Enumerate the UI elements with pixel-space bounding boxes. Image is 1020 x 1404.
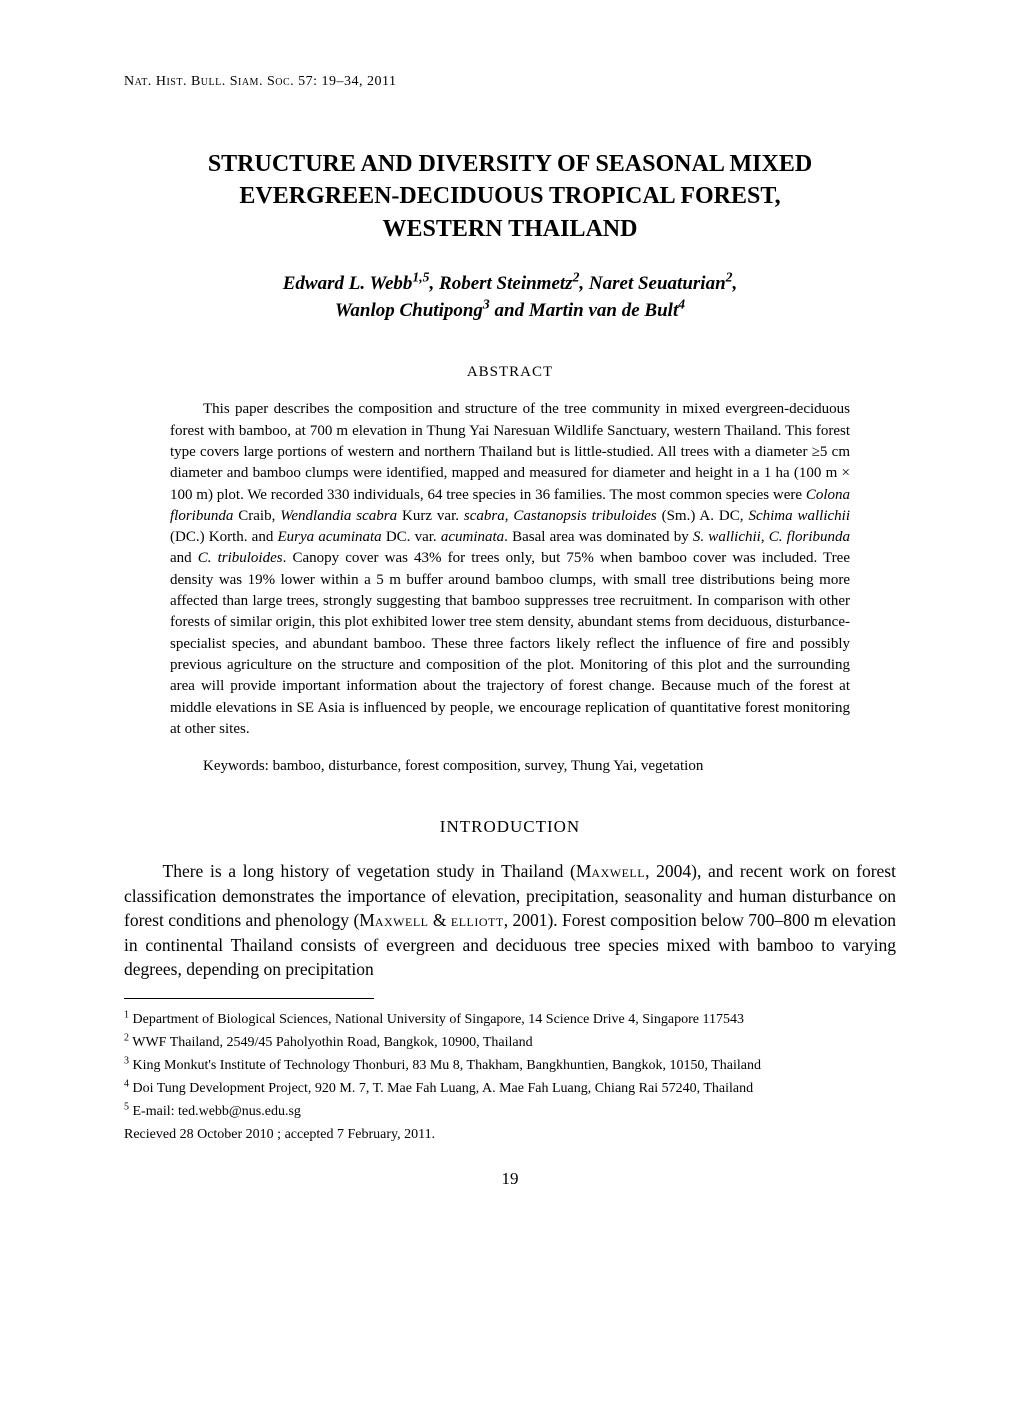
author-3: , Naret Seuaturian xyxy=(579,273,725,294)
introduction-body: There is a long history of vegetation st… xyxy=(124,859,896,982)
authors: Edward L. Webb1,5, Robert Steinmetz2, Na… xyxy=(124,271,896,324)
author-4: Wanlop Chutipong xyxy=(335,300,483,321)
page: Nat. Hist. Bull. Siam. Soc. 57: 19–34, 2… xyxy=(0,0,1020,1404)
footnote-2: 2 WWF Thailand, 2549/45 Paholyothin Road… xyxy=(124,1032,896,1053)
footnote-5: 5 E-mail: ted.webb@nus.edu.sg xyxy=(124,1101,896,1122)
abstract-heading: ABSTRACT xyxy=(124,364,896,381)
received-line: Recieved 28 October 2010 ; accepted 7 Fe… xyxy=(124,1124,896,1145)
title-line-1: STRUCTURE AND DIVERSITY OF SEASONAL MIXE… xyxy=(124,148,896,180)
author-4-aff: 3 xyxy=(483,296,490,311)
abstract-body: This paper describes the composition and… xyxy=(124,399,896,740)
fn-2-text: WWF Thailand, 2549/45 Paholyothin Road, … xyxy=(129,1035,533,1050)
footnote-4: 4 Doi Tung Development Project, 920 M. 7… xyxy=(124,1078,896,1099)
authors-line-2: Wanlop Chutipong3 and Martin van de Bult… xyxy=(124,298,896,325)
issue-info: 57: 19–34, 2011 xyxy=(294,74,396,89)
author-2: , Robert Steinmetz xyxy=(430,273,573,294)
author-1: Edward L. Webb xyxy=(283,273,413,294)
title-line-2: EVERGREEN-DECIDUOUS TROPICAL FOREST, xyxy=(124,180,896,212)
author-1-aff: 1,5 xyxy=(412,270,429,285)
title-line-3: WESTERN THAILAND xyxy=(124,213,896,245)
footnote-3: 3 King Monkut's Institute of Technology … xyxy=(124,1055,896,1076)
authors-line-1: Edward L. Webb1,5, Robert Steinmetz2, Na… xyxy=(124,271,896,298)
fn-3-text: King Monkut's Institute of Technology Th… xyxy=(129,1058,761,1073)
footnote-1: 1 Department of Biological Sciences, Nat… xyxy=(124,1009,896,1030)
running-head: Nat. Hist. Bull. Siam. Soc. 57: 19–34, 2… xyxy=(124,74,896,90)
author-5-aff: 4 xyxy=(678,296,685,311)
journal-name: Nat. Hist. Bull. Siam. Soc. xyxy=(124,74,294,89)
keywords: Keywords: bamboo, disturbance, forest co… xyxy=(124,758,896,775)
footnote-rule xyxy=(124,998,374,999)
author-line1-end: , xyxy=(732,273,737,294)
article-title: STRUCTURE AND DIVERSITY OF SEASONAL MIXE… xyxy=(124,148,896,245)
fn-5-text: E-mail: ted.webb@nus.edu.sg xyxy=(129,1104,301,1119)
fn-1-text: Department of Biological Sciences, Natio… xyxy=(129,1012,744,1027)
introduction-heading: INTRODUCTION xyxy=(124,817,896,837)
fn-4-text: Doi Tung Development Project, 920 M. 7, … xyxy=(129,1081,753,1096)
author-5: and Martin van de Bult xyxy=(490,300,678,321)
footnotes: 1 Department of Biological Sciences, Nat… xyxy=(124,1009,896,1145)
page-number: 19 xyxy=(124,1169,896,1189)
